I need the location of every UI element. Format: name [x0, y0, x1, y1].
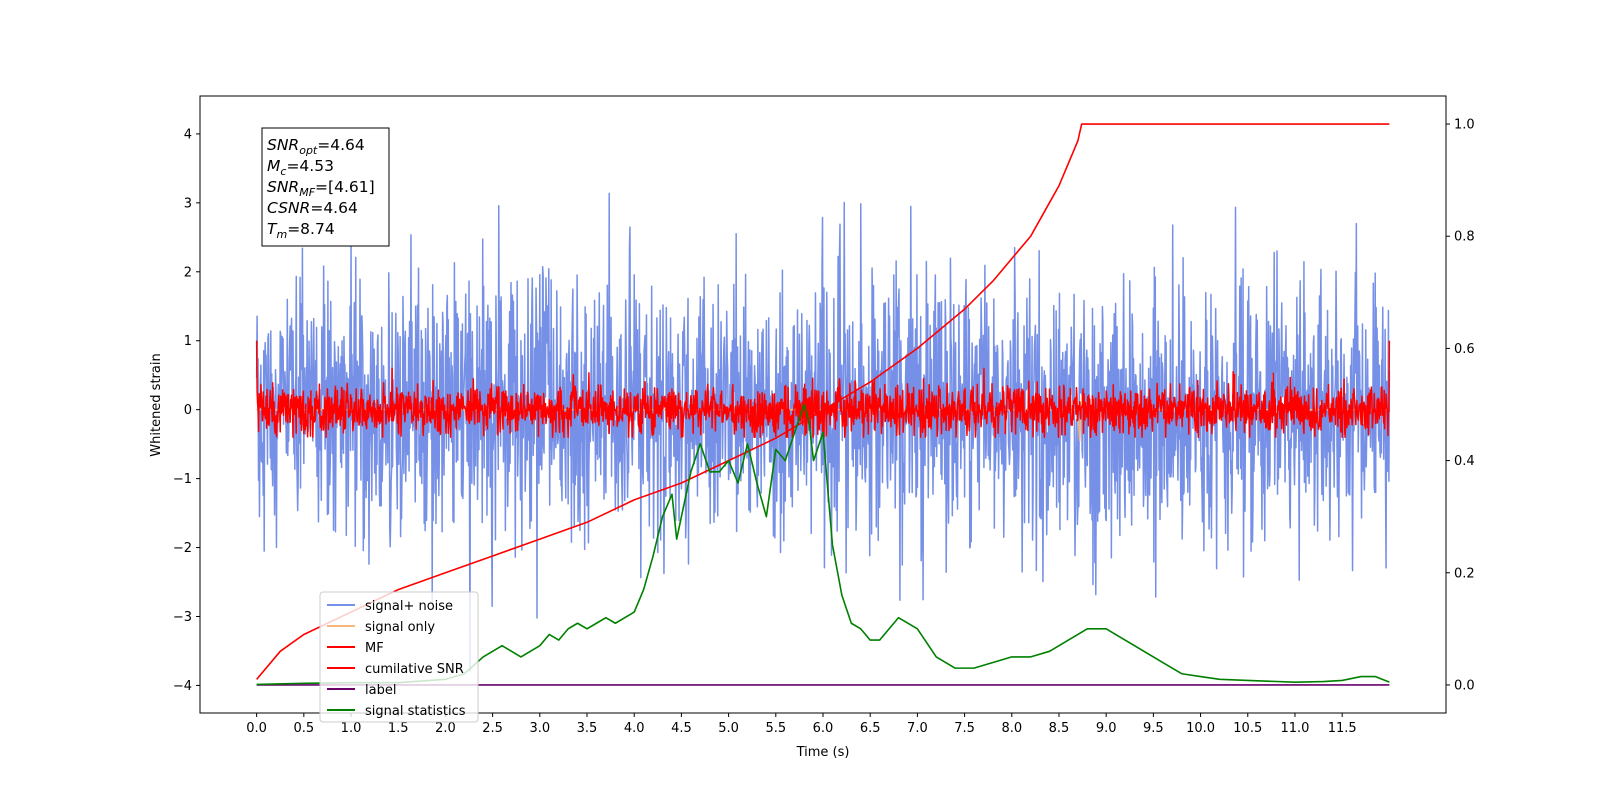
- y-tick-label: −3: [173, 610, 192, 625]
- x-axis-label: Time (s): [796, 745, 850, 760]
- x-tick-label: 10.5: [1233, 721, 1262, 736]
- annotation-frame: [261, 127, 390, 247]
- x-tick-label: 10.0: [1186, 721, 1215, 736]
- series-line-signal-statistics: [256, 403, 1390, 686]
- y-axis-left: −4 −3 −2 −1 0 1 2 3 4: [173, 127, 200, 694]
- y2-tick-label: 1.0: [1454, 118, 1475, 133]
- y-axis-label: Whitened strain: [149, 353, 164, 456]
- y-tick-label: −2: [173, 541, 192, 556]
- x-tick-label: 1.5: [388, 721, 409, 736]
- series-line-cumilative-snr: [256, 123, 1390, 680]
- y2-tick-label: 0.4: [1454, 454, 1475, 469]
- x-tick-label: 2.5: [482, 721, 503, 736]
- y-tick-label: 4: [184, 127, 192, 142]
- x-tick-label: 1.0: [341, 721, 362, 736]
- legend-label: label: [365, 683, 396, 698]
- legend-label: cumilative SNR: [365, 662, 464, 677]
- annotation-line: SNRopt=4.64: [267, 136, 365, 157]
- y-tick-label: 0: [184, 403, 192, 418]
- x-tick-label: 5.0: [718, 721, 739, 736]
- legend-frame: [319, 591, 479, 723]
- x-tick-label: 11.0: [1280, 721, 1309, 736]
- annotation-line: Mc=4.53: [267, 157, 334, 178]
- x-tick-label: 4.5: [671, 721, 692, 736]
- x-tick-label: 2.0: [435, 721, 456, 736]
- legend-label: signal only: [365, 620, 435, 635]
- legend-label: signal+ noise: [365, 599, 453, 614]
- series-line-mf: [255, 340, 1391, 438]
- x-tick-label: 7.0: [907, 721, 928, 736]
- annotation-line: Tm=8.74: [267, 220, 335, 241]
- legend-label: MF: [365, 641, 384, 656]
- x-tick-label: 8.0: [1001, 721, 1022, 736]
- x-tick-label: 9.5: [1143, 721, 1164, 736]
- x-tick-label: 3.5: [577, 721, 598, 736]
- y-axis-right: 0.0 0.2 0.4 0.6 0.8 1.0: [1446, 118, 1475, 693]
- x-tick-label: 5.5: [765, 721, 786, 736]
- legend: signal+ noise signal only MF cumilative SNR…: [319, 591, 479, 723]
- y2-tick-label: 0.0: [1454, 678, 1475, 693]
- y-tick-label: 3: [184, 196, 192, 211]
- x-axis: 0.0 0.5 1.0 1.5 2.0 2.5 3.0 3.5 4.0 4.5 5.0 5.5 6.0 6…: [246, 713, 1357, 736]
- x-tick-label: 7.5: [954, 721, 975, 736]
- y-tick-label: 1: [184, 334, 192, 349]
- y2-tick-label: 0.8: [1454, 230, 1475, 245]
- y-tick-label: −4: [173, 679, 192, 694]
- x-tick-label: 4.0: [624, 721, 645, 736]
- y2-tick-label: 0.2: [1454, 566, 1475, 581]
- y-tick-label: −1: [173, 472, 192, 487]
- x-tick-label: 6.0: [813, 721, 834, 736]
- x-tick-label: 0.5: [293, 721, 314, 736]
- plot-lines: [255, 123, 1391, 686]
- x-tick-label: 11.5: [1328, 721, 1357, 736]
- legend-label: signal statistics: [365, 704, 466, 719]
- x-tick-label: 6.5: [860, 721, 881, 736]
- annotation-line: CSNR=4.64: [267, 199, 358, 217]
- y2-tick-label: 0.6: [1454, 342, 1475, 357]
- y-tick-label: 2: [184, 265, 192, 280]
- x-tick-label: 0.0: [246, 721, 267, 736]
- x-tick-label: 3.0: [529, 721, 550, 736]
- x-tick-label: 9.0: [1096, 721, 1117, 736]
- annotation-line: SNRMF=[4.61]: [267, 178, 375, 199]
- x-tick-label: 8.5: [1049, 721, 1070, 736]
